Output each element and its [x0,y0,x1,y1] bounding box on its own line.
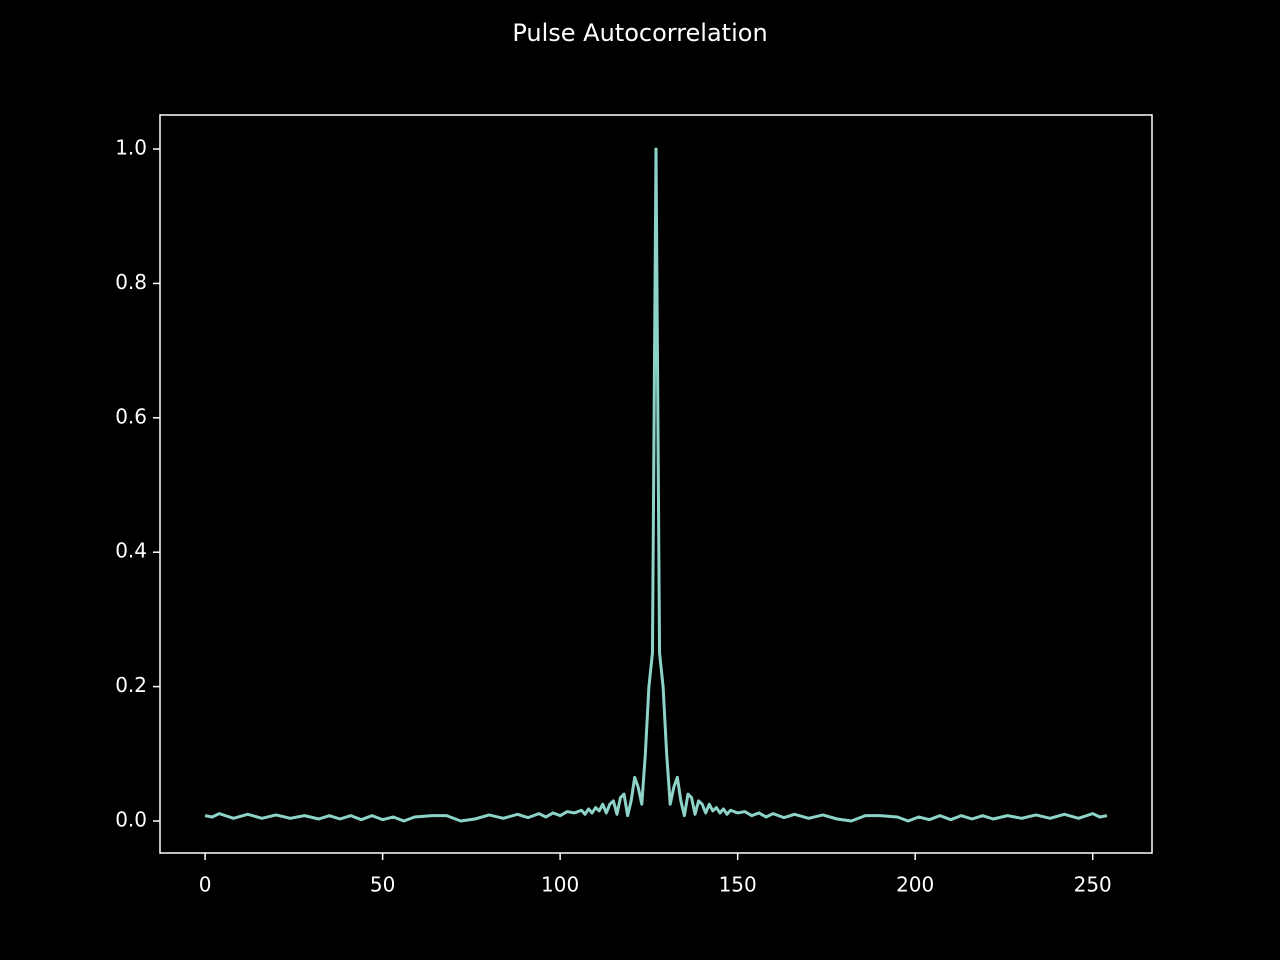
y-tick-label: 0.8 [115,270,147,294]
x-tick-label: 0 [199,873,212,897]
data-line [204,147,1108,823]
x-tick-label: 200 [896,873,934,897]
x-tick-label: 50 [370,873,395,897]
y-tick-label: 0.4 [115,539,147,563]
plot-frame [159,114,1153,854]
chart-title: Pulse Autocorrelation [512,19,767,47]
x-tick-label: 250 [1074,873,1112,897]
y-tick-label: 0.6 [115,404,147,428]
x-tick-label: 100 [541,873,579,897]
y-tick-label: 0.2 [115,673,147,697]
y-tick-label: 1.0 [115,136,147,160]
y-tick-label: 0.0 [115,808,147,832]
x-tick-label: 150 [719,873,757,897]
